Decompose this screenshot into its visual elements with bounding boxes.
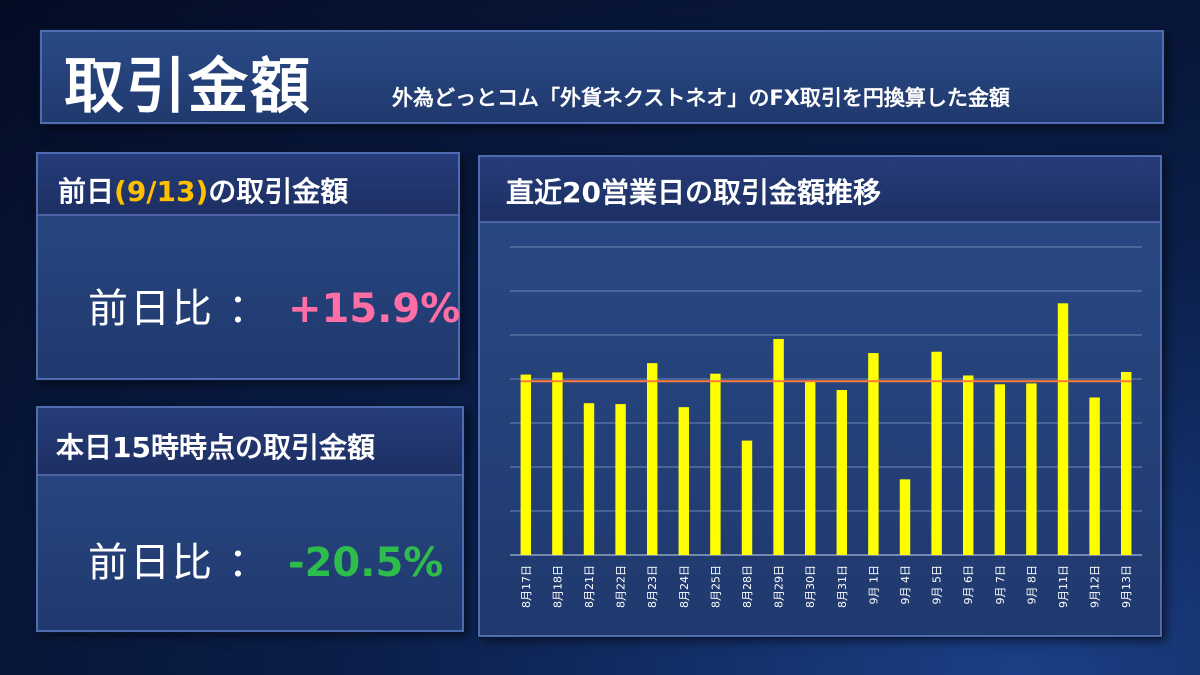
- x-tick-label-7: 8月28日: [741, 565, 754, 608]
- today-panel-title: 本日15時時点の取引金額: [38, 408, 462, 476]
- x-tick-label-19: 9月13日: [1120, 565, 1133, 608]
- today-ratio-row: 前日比 ： -20.5%: [88, 530, 443, 588]
- bar-0: [520, 374, 532, 555]
- previous-day-title-date: (9/13): [114, 175, 209, 208]
- x-tick-label-13: 9月 5日: [931, 565, 944, 605]
- bar-18: [1089, 397, 1100, 555]
- title-banner: 取引金額 外為どっとコム「外貨ネクストネオ」のFX取引を円換算した金額: [40, 30, 1164, 124]
- previous-day-ratio-value: +15.9%: [288, 286, 461, 332]
- bar-8: [773, 338, 784, 555]
- bar-5: [678, 407, 690, 555]
- bar-2: [583, 403, 595, 555]
- today-ratio-value: -20.5%: [288, 540, 444, 586]
- previous-day-ratio-label: 前日比: [88, 286, 214, 332]
- x-tick-label-11: 9月 1日: [867, 565, 880, 605]
- today-ratio-label: 前日比: [88, 540, 214, 586]
- x-tick-label-15: 9月 7日: [994, 565, 1007, 605]
- previous-day-panel-title: 前日(9/13)の取引金額: [38, 154, 458, 216]
- chart-panel: 直近20営業日の取引金額推移 8月17日 8月18日 8月21日 8月22日 8月23日…: [478, 155, 1162, 637]
- today-panel: 本日15時時点の取引金額 前日比 ： -20.5%: [36, 406, 464, 632]
- x-tick-label-0: 8月17日: [520, 565, 533, 608]
- bar-19: [1120, 371, 1132, 555]
- x-tick-label-5: 8月24日: [678, 565, 691, 608]
- bar-7: [741, 440, 753, 555]
- previous-day-title-suffix: の取引金額: [208, 175, 349, 208]
- x-tick-label-12: 9月 4日: [899, 565, 912, 605]
- bar-14: [962, 375, 974, 555]
- bar-3: [615, 404, 626, 555]
- bar-12: [899, 479, 911, 555]
- bar-17: [1057, 303, 1069, 555]
- x-tick-label-10: 8月31日: [836, 565, 849, 608]
- x-tick-label-4: 8月23日: [646, 565, 659, 608]
- previous-day-ratio-row: 前日比 ： +15.9%: [88, 276, 460, 334]
- page-subtitle: 外為どっとコム「外貨ネクストネオ」のFX取引を円換算した金額: [392, 86, 1010, 110]
- bar-15: [994, 384, 1006, 555]
- today-ratio-colon: ：: [228, 540, 268, 586]
- x-tick-label-1: 8月18日: [551, 565, 564, 608]
- page-title: 取引金額: [64, 52, 312, 122]
- chart-panel-title: 直近20営業日の取引金額推移: [480, 157, 1160, 223]
- bar-13: [931, 351, 942, 555]
- bar-11: [868, 353, 879, 555]
- x-tick-label-9: 8月30日: [804, 565, 817, 608]
- bar-6: [710, 373, 721, 555]
- previous-day-ratio-colon: ：: [228, 286, 268, 332]
- x-tick-label-14: 9月 6日: [962, 565, 975, 605]
- bar-1: [552, 372, 563, 555]
- bar-9: [804, 381, 816, 555]
- bar-4: [646, 363, 658, 555]
- bar-16: [1026, 383, 1037, 555]
- previous-day-title-prefix: 前日: [58, 175, 115, 208]
- x-tick-label-17: 9月11日: [1057, 565, 1070, 608]
- bar-10: [836, 390, 848, 555]
- bar-chart: 8月17日 8月18日 8月21日 8月22日 8月23日 8月24日 8月25日 8月28日…: [510, 246, 1142, 608]
- previous-day-panel: 前日(9/13)の取引金額 前日比 ： +15.9%: [36, 152, 460, 380]
- x-tick-label-8: 8月29日: [773, 565, 786, 608]
- x-tick-label-18: 9月12日: [1089, 565, 1102, 608]
- x-tick-label-16: 9月 8日: [1025, 565, 1038, 605]
- x-tick-label-2: 8月21日: [583, 565, 596, 608]
- x-tick-label-6: 8月25日: [709, 565, 722, 608]
- x-tick-label-3: 8月22日: [615, 565, 628, 608]
